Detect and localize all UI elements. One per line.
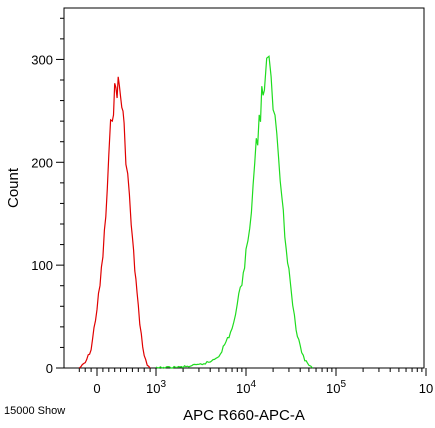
x-tick-label: 104 bbox=[236, 379, 256, 396]
x-axis-label: APC R660-APC-A bbox=[183, 407, 305, 424]
event-count-note: 15000 Show bbox=[4, 405, 66, 417]
x-tick-label: 105 bbox=[326, 379, 346, 396]
y-tick-label: 0 bbox=[46, 361, 53, 376]
y-tick-label: 300 bbox=[31, 52, 53, 67]
x-tick-label: 0 bbox=[93, 381, 100, 396]
x-tick-label: 10 bbox=[419, 381, 433, 396]
y-tick-label: 200 bbox=[31, 155, 53, 170]
series-group bbox=[78, 55, 314, 369]
series-line-1 bbox=[78, 76, 151, 369]
plot-frame bbox=[63, 7, 425, 369]
y-axis-label: Count bbox=[5, 167, 22, 208]
x-tick-label: 103 bbox=[146, 379, 166, 396]
x-axis-ticks: 0 103 104 105 10 bbox=[78, 368, 433, 396]
series-line-2 bbox=[155, 55, 314, 369]
y-axis-ticks: 0 100 200 300 bbox=[31, 17, 64, 376]
y-tick-label: 100 bbox=[31, 258, 53, 273]
